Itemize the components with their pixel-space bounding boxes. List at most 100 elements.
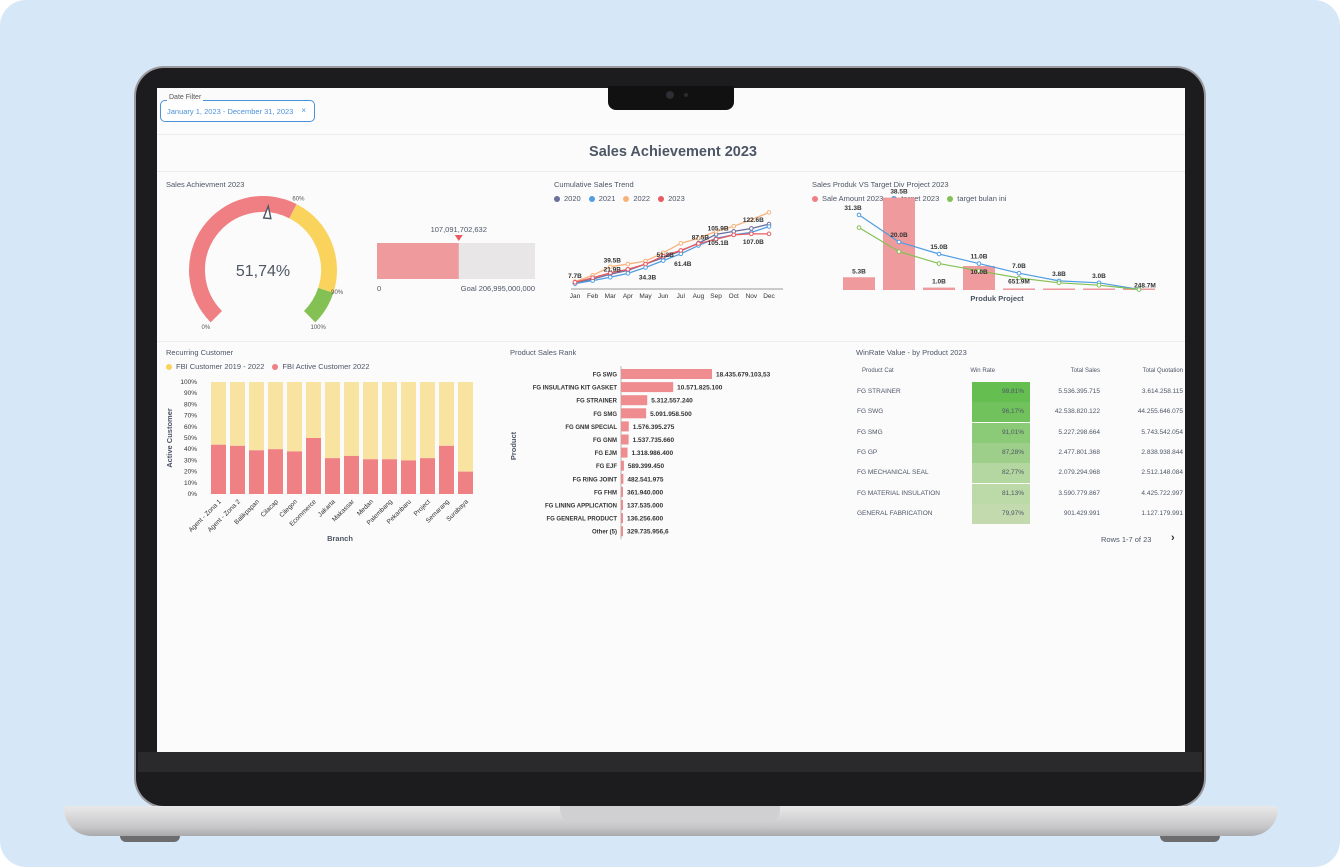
winrate-heat-cell xyxy=(972,483,1030,504)
cumulative-annotation: 107.0B xyxy=(743,239,764,246)
gauge-chart: 51,74% 0% 60% 90% 100% xyxy=(189,196,344,331)
progress-start-label: 0 xyxy=(377,284,381,293)
cumulative-point xyxy=(731,232,737,238)
gauge-tick-label: 0% xyxy=(202,325,211,331)
rank-category-label: FG GNM SPECIAL xyxy=(565,425,617,431)
cumulative-x-tick-label: Oct xyxy=(729,293,739,300)
cumulative-legend-item[interactable]: 2023 xyxy=(658,194,685,203)
gauge-tick-label: 90% xyxy=(331,290,344,296)
recurring-y-tick-label: 30% xyxy=(184,457,197,464)
produk-point xyxy=(856,212,862,218)
produk-point xyxy=(896,239,902,245)
rank-value-label: 136.256.600 xyxy=(627,516,664,523)
legend-dot-icon xyxy=(812,195,818,202)
table-cell-product: FG MECHANICAL SEAL xyxy=(857,469,929,477)
produk-legend-item[interactable]: Sale Amount 2023 xyxy=(812,194,883,203)
rank-chart: FG SWG 18.435.679.103,53 FG INSULATING KIT… xyxy=(509,366,771,540)
rank-category-label: FG LINING APPLICATION xyxy=(545,504,617,510)
rank-value-label: 18.435.679.103,53 xyxy=(716,372,771,379)
dashboard-screen: Date Filter January 1, 2023 - December 3… xyxy=(157,88,1185,752)
chevron-right-icon[interactable]: › xyxy=(1171,532,1175,544)
cumulative-point xyxy=(766,210,772,215)
camera-icon xyxy=(666,91,674,99)
cumulative-annotation: 21.9B xyxy=(604,266,622,273)
rank-category-label: Other (5) xyxy=(592,530,617,536)
cumulative-point xyxy=(607,264,613,270)
date-filter[interactable]: Date Filter January 1, 2023 - December 3… xyxy=(160,94,315,122)
recurring-bar-active xyxy=(211,444,226,494)
recurring-x-axis-label: Branch xyxy=(327,534,353,543)
gauge-tick-label: 60% xyxy=(292,197,305,203)
gauge-percent-label: 51,74% xyxy=(236,263,290,280)
produk-line-label: 31.3B xyxy=(844,205,862,212)
recurring-x-tick-label: Agent - Zona 1 xyxy=(188,498,224,534)
table-cell-total-sales: 901.429.991 xyxy=(1063,509,1100,517)
table-cell-product: FG MATERIAL INSULATION xyxy=(857,489,940,497)
legend-dot-icon xyxy=(588,195,595,202)
produk-point xyxy=(1136,287,1142,292)
cumulative-legend-item[interactable]: 2020 xyxy=(554,194,581,203)
legend-label: 2020 xyxy=(564,194,581,203)
cumulative-x-tick-label: May xyxy=(639,293,652,300)
cumulative-point xyxy=(590,275,595,281)
cumulative-chart: Jan Feb Mar Apr May Jun Jul Aug Sep Oct Nov Dec 7.7B… xyxy=(568,210,783,300)
rank-value-label: 589.399.450 xyxy=(628,463,665,470)
rank-y-axis-label: Product xyxy=(509,431,518,460)
rank-category-label: FG SMG xyxy=(593,412,617,418)
cumulative-annotation: 105.9B xyxy=(708,225,729,232)
recurring-bar-active xyxy=(382,459,397,494)
recurring-y-tick-label: 80% xyxy=(184,401,197,408)
gauge-needle xyxy=(262,203,272,220)
legend-label: 2023 xyxy=(668,194,685,203)
recurring-bar-total xyxy=(382,382,397,460)
cumulative-point xyxy=(643,261,648,267)
date-filter-value[interactable]: January 1, 2023 - December 31, 2023 xyxy=(167,107,294,116)
produk-bar xyxy=(1083,288,1115,290)
produk-line-label: 11.0B xyxy=(971,254,988,261)
produk-line-label: 15.0B xyxy=(930,244,948,251)
cumulative-x-tick-label: Jul xyxy=(677,293,686,300)
cumulative-line-2023 xyxy=(574,233,769,283)
recurring-y-tick-label: 20% xyxy=(184,469,197,476)
rank-bar xyxy=(621,369,712,379)
gauge-card-title: Sales Achievment 2023 xyxy=(166,180,245,189)
cumulative-point xyxy=(749,231,754,237)
divider xyxy=(157,171,1185,172)
legend-label: 2022 xyxy=(633,194,651,203)
table-cell-winrate: 96,17% xyxy=(1001,408,1024,416)
cumulative-legend-item[interactable]: 2021 xyxy=(588,194,616,203)
produk-point xyxy=(1016,275,1022,281)
recurring-legend-item[interactable]: FBI Active Customer 2022 xyxy=(272,362,370,371)
rank-bar xyxy=(621,395,648,406)
cumulative-point xyxy=(607,274,613,280)
table-cell-total-quotation: 2.512.148.084 xyxy=(1141,469,1183,477)
rank-value-label: 329.735.956,6 xyxy=(627,529,669,536)
cumulative-line-2020 xyxy=(574,223,770,284)
cumulative-card-title: Cumulative Sales Trend xyxy=(554,180,634,189)
produk-legend-item[interactable]: target bulan ini xyxy=(947,194,1006,203)
legend-label: 2021 xyxy=(598,194,616,203)
rank-bar xyxy=(621,434,629,445)
legend-dot-icon xyxy=(166,363,172,370)
recurring-y-tick-label: 100% xyxy=(180,379,197,386)
progress-goal-label: Goal 206,995,000,000 xyxy=(461,284,535,293)
cumulative-legend: 2020 2021 2022 2023 xyxy=(554,194,685,203)
legend-dot-icon xyxy=(658,195,665,202)
cumulative-point xyxy=(749,226,754,231)
cumulative-annotation: 105.1B xyxy=(708,240,729,247)
progress-chart: 107,091,702,632 0 Goal 206,995,000,000 xyxy=(377,225,535,293)
pagination-label: Rows 1-7 of 23 xyxy=(1101,535,1152,544)
winrate-heat-cell xyxy=(972,463,1030,484)
recurring-y-tick-label: 10% xyxy=(184,480,197,487)
recurring-legend-item[interactable]: FBI Customer 2019 - 2022 xyxy=(166,362,264,371)
clear-icon[interactable]: × xyxy=(301,106,306,115)
legend-label: target 2023 xyxy=(901,194,940,203)
laptop-chin xyxy=(138,752,1202,772)
cumulative-point xyxy=(731,223,737,229)
produk-bar-label: 1.0B xyxy=(932,279,946,286)
table-cell-total-quotation: 1.127.179.991 xyxy=(1141,509,1183,517)
recurring-y-axis-label: Active Customer xyxy=(165,408,174,468)
rank-category-label: FG FHM xyxy=(594,490,617,496)
gauge-band-2 xyxy=(303,287,334,323)
cumulative-legend-item[interactable]: 2022 xyxy=(623,194,650,203)
